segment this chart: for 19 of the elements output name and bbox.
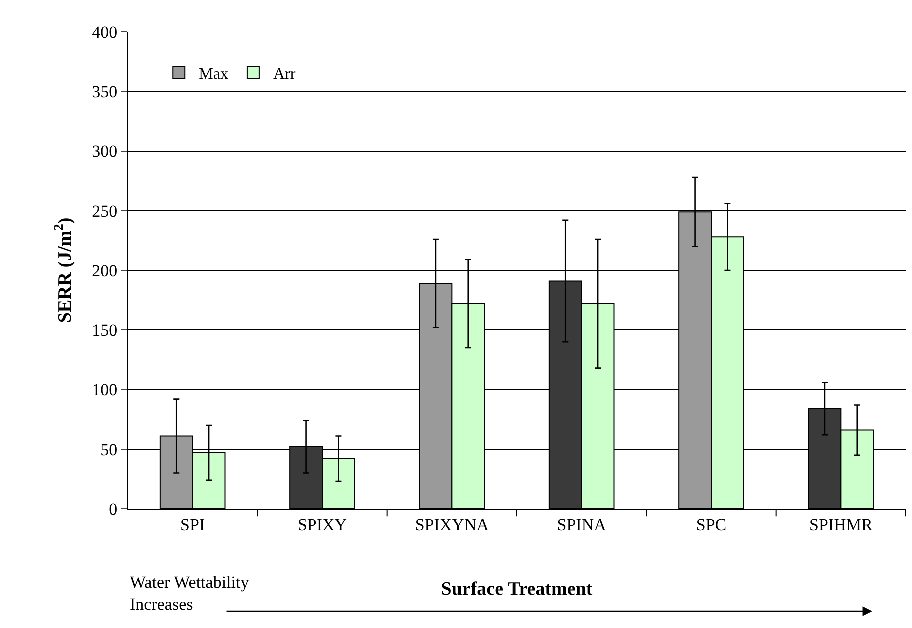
y-tick-label: 400 (92, 22, 118, 42)
x-tick-label: SPINA (557, 515, 608, 534)
y-tick-label: 150 (92, 321, 118, 340)
x-tick-label: SPIXY (298, 515, 348, 534)
y-tick-label: 50 (100, 440, 118, 460)
y-tick-label: 250 (92, 202, 118, 221)
y-tick-label: 0 (109, 500, 118, 519)
x-tick-label: SPC (696, 515, 727, 534)
x-tick-label: SPI (180, 515, 206, 534)
x-tick-label: SPIXYNA (415, 515, 490, 534)
legend-label: Arr (273, 66, 296, 83)
y-tick-label: 100 (92, 380, 118, 400)
y-tick-label: 200 (92, 261, 118, 280)
x-tick-label: SPIHMR (810, 515, 874, 534)
legend-label: Max (199, 66, 228, 83)
text: Water Wettability Increases (130, 573, 250, 614)
y-tick-label: 350 (92, 82, 118, 102)
x-axis-title: Surface Treatment (441, 579, 594, 600)
y-tick-label: 300 (92, 142, 118, 162)
